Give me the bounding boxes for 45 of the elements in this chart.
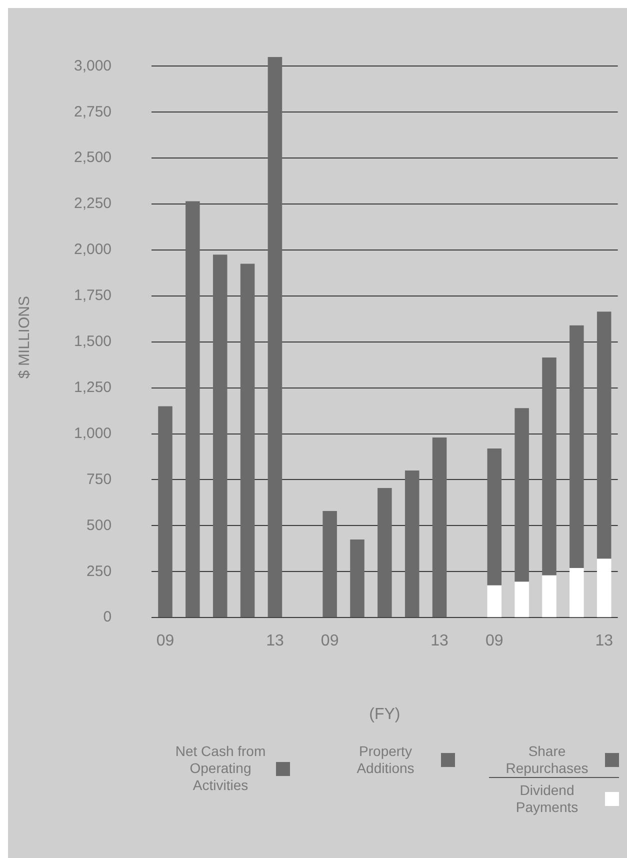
bar — [487, 448, 502, 586]
bar — [596, 558, 612, 618]
y-tick-label: 2,000 — [74, 241, 112, 258]
y-tick-label: 1,250 — [74, 378, 112, 396]
bar — [240, 264, 255, 618]
bar — [378, 488, 392, 618]
bar — [186, 201, 200, 618]
bar — [268, 57, 282, 618]
x-tick-label: 09 — [485, 632, 504, 650]
legend-label: Property Additions — [356, 743, 416, 777]
y-tick-label: 500 — [86, 516, 112, 534]
y-tick-label: 1,000 — [74, 424, 112, 442]
bar — [350, 539, 364, 618]
bar — [596, 312, 612, 559]
bar — [404, 470, 420, 618]
y-tick-label: 2,500 — [74, 149, 112, 166]
y-tick-label: 250 — [86, 562, 112, 580]
bar — [432, 437, 447, 618]
bar — [570, 568, 584, 618]
y-axis-title: $ MILLIONS — [16, 296, 34, 379]
bar — [542, 575, 556, 618]
bar — [322, 510, 337, 618]
x-tick-label: 13 — [266, 632, 284, 650]
bar — [487, 585, 502, 618]
y-tick-label: 1,500 — [74, 333, 112, 350]
y-tick-label: 2,250 — [74, 195, 112, 212]
y-tick-label: 1,750 — [74, 287, 112, 304]
y-tick-label: 750 — [86, 470, 112, 488]
legend-label: Share Repurchases — [504, 743, 590, 777]
legend-label: Net Cash from Operating Activities — [174, 743, 267, 794]
x-tick-label: 13 — [430, 632, 449, 650]
y-tick-label: 3,000 — [74, 57, 112, 74]
x-tick-label: 13 — [595, 632, 614, 650]
y-tick-label: 2,750 — [74, 103, 112, 120]
x-axis-title: (FY) — [369, 706, 400, 723]
bar — [542, 358, 556, 576]
x-tick-label: 09 — [156, 632, 174, 650]
bar — [158, 406, 172, 618]
bar — [514, 582, 529, 618]
bar — [212, 254, 228, 618]
x-tick-label: 09 — [320, 632, 339, 650]
y-tick-label: 0 — [103, 608, 112, 626]
bar — [514, 408, 529, 582]
bar — [570, 325, 584, 568]
legend-label: Dividend Payments — [514, 782, 580, 816]
